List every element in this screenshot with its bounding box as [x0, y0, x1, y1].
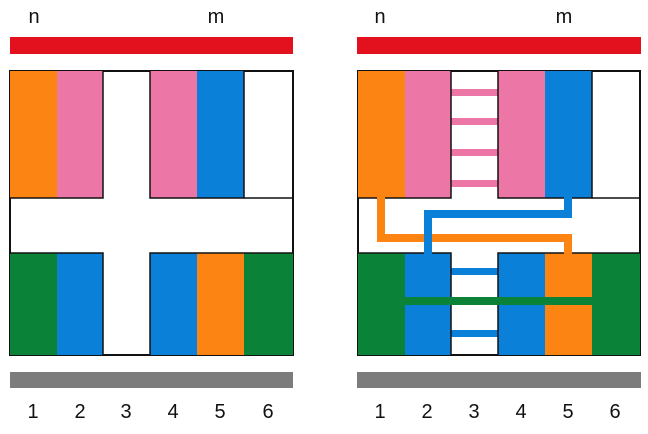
top-cell-2	[57, 71, 103, 198]
label-n: n	[28, 6, 39, 28]
column-label-6: 6	[262, 401, 273, 423]
column-label-5: 5	[214, 401, 225, 423]
orange-path	[377, 196, 572, 255]
top-cell-1	[358, 71, 405, 198]
top-cell-4	[498, 71, 545, 198]
label-m: m	[556, 6, 573, 28]
top-cell-2	[405, 71, 451, 198]
column-label-3: 3	[120, 401, 131, 423]
panel-left: n m 1 2 3 4 5 6	[9, 6, 294, 423]
column-label-1: 1	[374, 401, 385, 423]
column-label-3: 3	[468, 401, 479, 423]
blue-path	[424, 196, 572, 256]
column-label-4: 4	[515, 401, 526, 423]
top-cell-5	[545, 71, 592, 198]
bottom-cell-6	[592, 253, 640, 355]
top-cell-5	[197, 71, 244, 198]
channel-outline	[358, 71, 640, 355]
green-bar	[383, 297, 592, 305]
bottom-cell-6	[244, 253, 293, 355]
gray-bar	[10, 372, 293, 388]
label-n: n	[374, 6, 385, 28]
column-label-4: 4	[167, 401, 178, 423]
pink-ladder	[451, 89, 498, 187]
red-bar	[10, 37, 293, 54]
gray-bar	[357, 372, 641, 388]
bottom-cell-2	[57, 253, 103, 355]
bottom-cell-1	[10, 253, 57, 355]
column-label-5: 5	[562, 401, 573, 423]
column-label-2: 2	[421, 401, 432, 423]
bottom-cell-4	[150, 253, 197, 355]
column-label-1: 1	[27, 401, 38, 423]
bottom-cell-5	[197, 253, 244, 355]
red-bar	[357, 37, 641, 54]
top-cell-4	[150, 71, 197, 198]
panel-right: n m	[357, 6, 641, 423]
blue-ladder	[451, 268, 498, 337]
top-cell-1	[10, 71, 57, 198]
column-label-6: 6	[609, 401, 620, 423]
label-m: m	[208, 6, 225, 28]
column-label-2: 2	[74, 401, 85, 423]
channel-outline	[10, 71, 293, 355]
